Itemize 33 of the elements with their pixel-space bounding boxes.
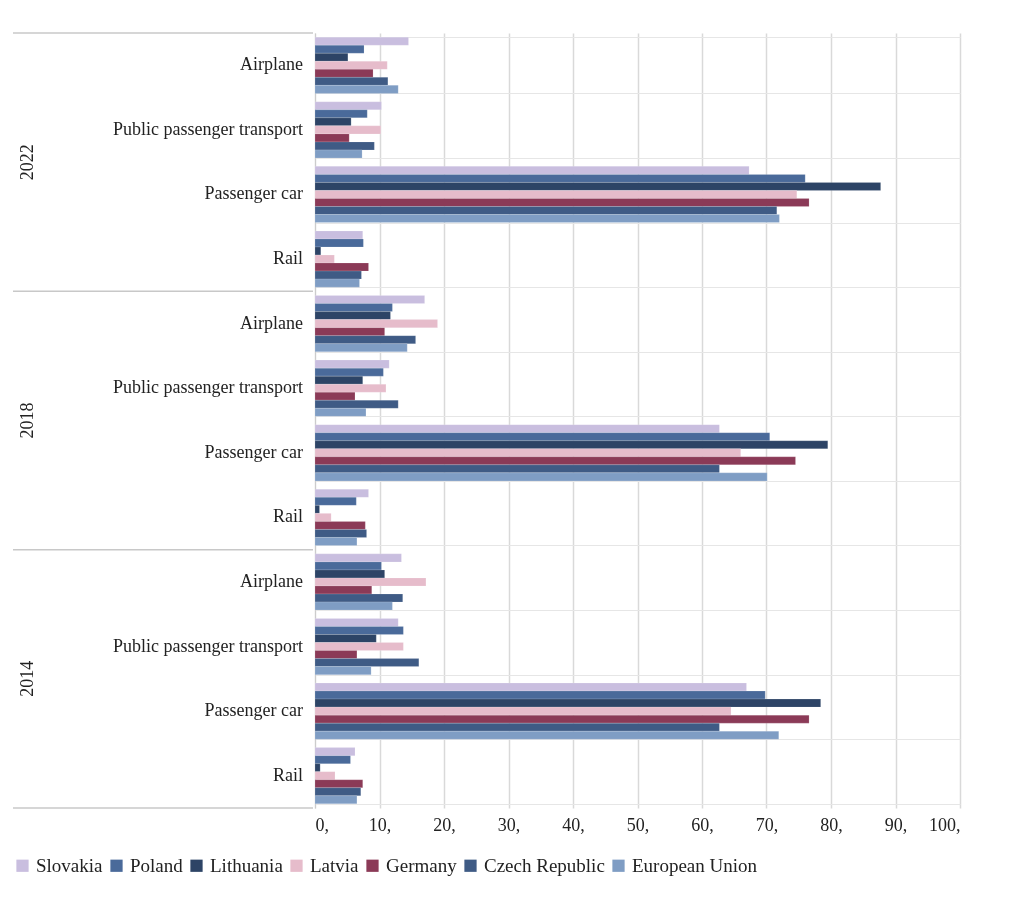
y-tick-label: Public passenger transport — [113, 118, 303, 139]
text: 2014 — [17, 660, 37, 697]
x-tick-label: 30, — [497, 814, 521, 835]
x-tick-label: 20, — [433, 814, 456, 835]
text: 2018 — [17, 402, 37, 439]
x-tick-label: 70, — [755, 814, 779, 835]
x-tick-label: 10, — [368, 814, 392, 835]
x-tick-label: 50, — [626, 814, 650, 835]
y-tick-label: Rail — [273, 764, 303, 785]
x-tick-label: 40, — [562, 814, 585, 835]
y-tick-label: Rail — [273, 506, 303, 527]
y-tick-label: Passenger car — [204, 700, 303, 721]
y-tick-label: Airplane — [240, 570, 303, 591]
y-tick-label: Rail — [273, 248, 303, 269]
y-tick-label: Airplane — [240, 54, 303, 75]
y-tick-label: Airplane — [240, 312, 303, 333]
legend-label: Poland — [130, 854, 184, 876]
x-tick-label: 100, — [929, 814, 961, 835]
legend-label: Slovakia — [36, 854, 104, 876]
x-tick-label: 60, — [691, 814, 714, 835]
legend-label: Germany — [386, 854, 458, 876]
legend-label: Latvia — [310, 854, 360, 876]
y-tick-label: Passenger car — [204, 441, 303, 462]
x-tick-label: 80, — [820, 814, 843, 835]
y-tick-label: Public passenger transport — [113, 377, 303, 398]
legend-label: Lithuania — [210, 854, 284, 876]
y-tick-label: Public passenger transport — [113, 635, 303, 656]
x-tick-label: 90, — [884, 814, 908, 835]
legend-label: Czech Republic — [484, 854, 605, 876]
y-tick-label: Passenger car — [204, 183, 303, 204]
text: 2022 — [17, 144, 37, 181]
x-tick-label: 0, — [315, 814, 329, 835]
legend-label: European Union — [632, 854, 758, 876]
